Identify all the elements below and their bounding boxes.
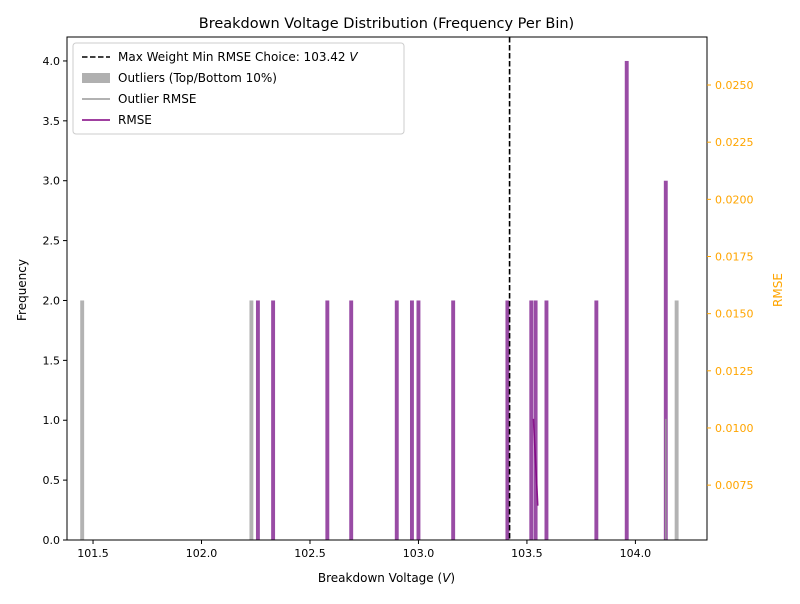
y-tick-label: 3.5 <box>43 115 61 128</box>
rmse-bar <box>271 300 276 540</box>
rmse-bar <box>594 300 599 540</box>
legend-label: Outlier RMSE <box>118 92 196 106</box>
rmse-bar <box>451 300 456 540</box>
legend-label: Outliers (Top/Bottom 10%) <box>118 71 277 85</box>
x-tick-label: 103.5 <box>511 547 543 560</box>
rmse-bar <box>394 300 399 540</box>
y-tick-label: 0.0 <box>43 534 61 547</box>
y2-tick-label: 0.0200 <box>715 193 754 206</box>
y-axis-label: Frequency <box>15 259 29 321</box>
y-tick-label: 3.0 <box>43 175 61 188</box>
y2-tick-label: 0.0225 <box>715 136 754 149</box>
outlier-bar <box>674 300 679 540</box>
y-tick-label: 0.5 <box>43 474 61 487</box>
rmse-bar <box>505 300 510 540</box>
rmse-bar <box>529 300 534 540</box>
y-tick-label: 2.0 <box>43 294 61 307</box>
legend-swatch-patch <box>82 73 110 83</box>
chart-title: Breakdown Voltage Distribution (Frequenc… <box>199 16 574 32</box>
y2-tick-label: 0.0175 <box>715 250 754 263</box>
rmse-bar <box>663 180 668 540</box>
y2-tick-label: 0.0075 <box>715 479 754 492</box>
rmse-bar <box>255 300 260 540</box>
legend-box <box>72 42 405 135</box>
rmse-bar <box>409 300 414 540</box>
x-axis-label: Breakdown Voltage (V) <box>318 571 455 585</box>
rmse-bar <box>624 60 629 540</box>
outlier-bar <box>249 300 254 540</box>
y2-tick-label: 0.0150 <box>715 308 754 321</box>
x-tick-label: 102.0 <box>186 547 218 560</box>
y2-axis-label: RMSE <box>771 273 785 307</box>
y2-tick-label: 0.0100 <box>715 422 754 435</box>
plot-frame <box>66 36 708 541</box>
legend-label: Max Weight Min RMSE Choice: 103.42 V <box>118 50 358 64</box>
rmse-bar <box>325 300 330 540</box>
outlier-bar <box>80 300 85 540</box>
y-tick-label: 1.0 <box>43 414 61 427</box>
rmse-bar <box>349 300 354 540</box>
y-tick-label: 4.0 <box>43 55 61 68</box>
legend: Max Weight Min RMSE Choice: 103.42 V Outl… <box>72 42 405 135</box>
y2-tick-label: 0.0250 <box>715 79 754 92</box>
rmse-bar <box>533 300 538 540</box>
x-tick-label: 101.5 <box>77 547 109 560</box>
y-tick-label: 2.5 <box>43 235 61 248</box>
x-tick-label: 102.5 <box>294 547 326 560</box>
rmse-bar <box>544 300 549 540</box>
rmse-line <box>532 418 539 506</box>
y2-tick-label: 0.0125 <box>715 365 754 378</box>
rmse-bar <box>416 300 421 540</box>
legend-label: RMSE <box>118 113 152 127</box>
x-tick-label: 104.0 <box>620 547 652 560</box>
y-tick-label: 1.5 <box>43 354 61 367</box>
x-tick-label: 103.0 <box>403 547 435 560</box>
